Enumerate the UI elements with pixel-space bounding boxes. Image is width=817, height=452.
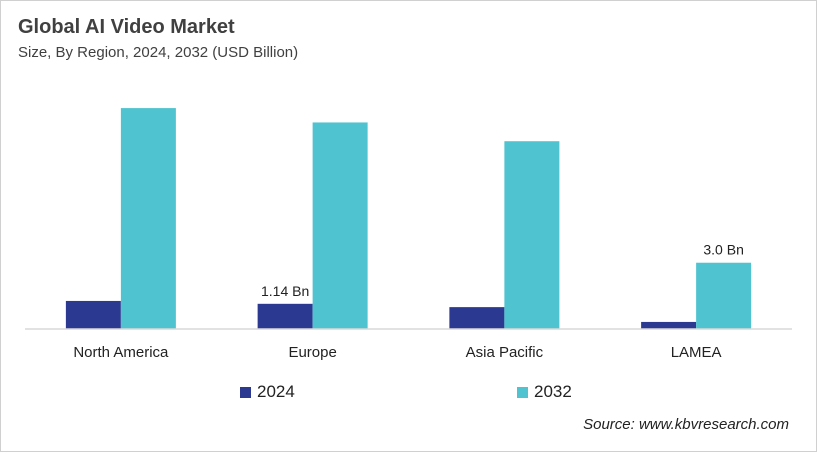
source-note: Source: www.kbvresearch.com	[583, 416, 789, 433]
legend-label-2024: 2024	[257, 382, 295, 401]
chart-subtitle: Size, By Region, 2024, 2032 (USD Billion…	[18, 44, 299, 61]
legend-swatch-2032	[517, 386, 528, 398]
x-tick-label: Europe	[288, 344, 336, 361]
bar-lamea-2024	[641, 321, 697, 329]
data-label: 3.0 Bn	[703, 242, 743, 258]
bar-lamea-2032	[696, 262, 752, 329]
legend-swatch-2024	[240, 386, 251, 398]
bar-north-america-2024	[65, 300, 121, 329]
bar-asia-pacific-2024	[449, 307, 505, 329]
bar-north-america-2032	[120, 108, 176, 329]
x-tick-label: LAMEA	[671, 344, 722, 361]
legend-item-2024: 2024	[240, 382, 295, 402]
data-label: 1.14 Bn	[261, 283, 309, 299]
bar-asia-pacific-2032	[504, 141, 560, 329]
bar-europe-2032	[312, 122, 368, 329]
legend-label-2032: 2032	[534, 382, 572, 401]
chart-title: Global AI Video Market	[18, 16, 235, 38]
x-tick-label: Asia Pacific	[466, 344, 544, 361]
legend-item-2032: 2032	[517, 382, 572, 402]
bar-europe-2024	[257, 303, 313, 329]
x-tick-label: North America	[73, 344, 169, 361]
